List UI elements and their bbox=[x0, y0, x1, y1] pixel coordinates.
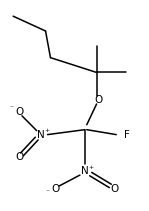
Text: N: N bbox=[37, 130, 45, 140]
Text: O: O bbox=[94, 95, 103, 105]
Text: ⁻: ⁻ bbox=[45, 187, 49, 196]
Text: O: O bbox=[51, 184, 59, 194]
Text: O: O bbox=[110, 184, 118, 194]
Text: +: + bbox=[44, 128, 49, 133]
Text: +: + bbox=[88, 165, 93, 170]
Text: F: F bbox=[124, 130, 130, 140]
Text: N: N bbox=[81, 166, 89, 176]
Text: ⁻: ⁻ bbox=[9, 103, 13, 112]
Text: O: O bbox=[15, 107, 23, 117]
Text: O: O bbox=[15, 152, 23, 162]
